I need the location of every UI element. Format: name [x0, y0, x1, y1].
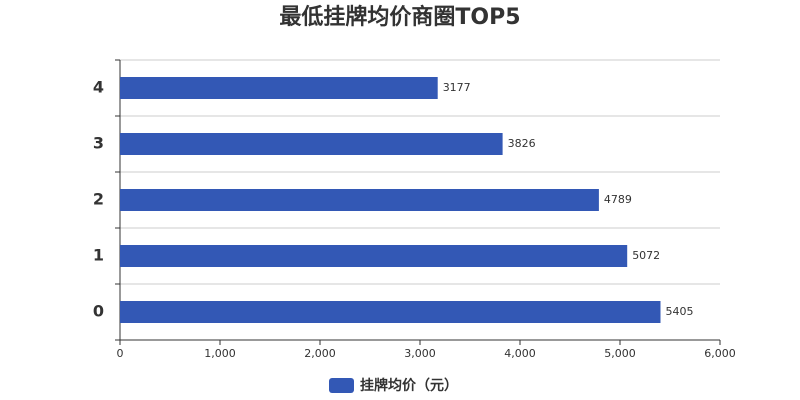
legend-label: 挂牌均价（元） — [360, 377, 458, 394]
bar — [120, 189, 599, 211]
x-tick-label: 4,000 — [504, 347, 536, 360]
y-tick-label: 4 — [93, 78, 104, 97]
chart-title: 最低挂牌均价商圈TOP5 — [279, 4, 520, 30]
x-tick-label: 2,000 — [304, 347, 336, 360]
bar — [120, 77, 438, 99]
legend-swatch — [329, 378, 354, 393]
y-tick-label: 2 — [93, 190, 104, 209]
y-tick-label: 1 — [93, 246, 104, 265]
y-tick-label: 0 — [93, 302, 104, 321]
data-label: 4789 — [604, 193, 632, 206]
x-tick-label: 6,000 — [704, 347, 736, 360]
x-tick-label: 3,000 — [404, 347, 436, 360]
bar — [120, 133, 503, 155]
data-label: 5405 — [666, 305, 694, 318]
x-tick-label: 0 — [117, 347, 124, 360]
y-tick-label: 3 — [93, 134, 104, 153]
bar — [120, 301, 661, 323]
x-tick-label: 5,000 — [604, 347, 636, 360]
data-label: 5072 — [632, 249, 660, 262]
bar — [120, 245, 628, 267]
data-label: 3826 — [508, 137, 536, 150]
x-tick-label: 1,000 — [204, 347, 236, 360]
data-label: 3177 — [443, 81, 471, 94]
